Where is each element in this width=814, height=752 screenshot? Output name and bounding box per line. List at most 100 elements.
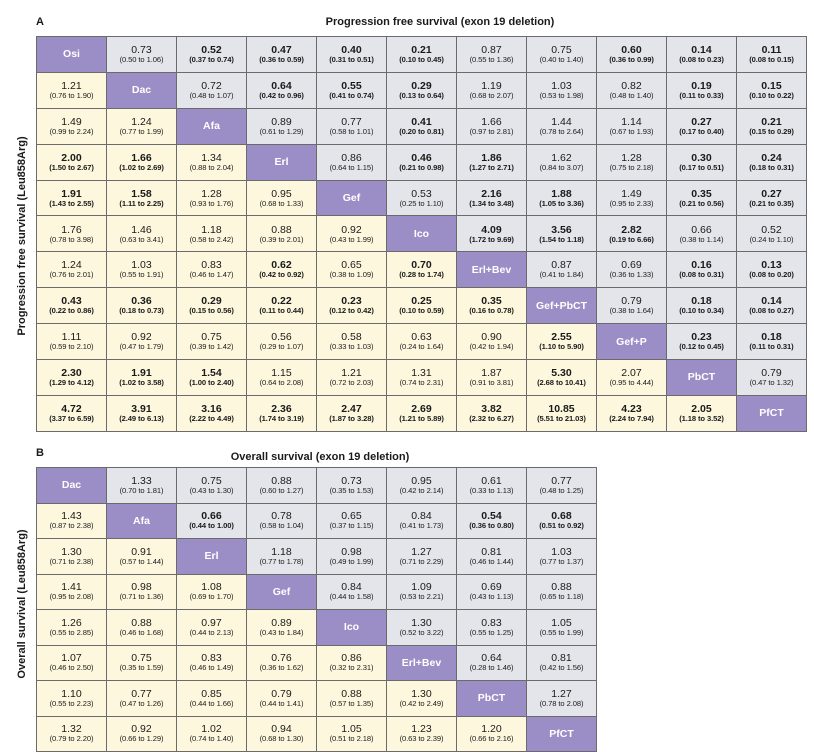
confidence-interval: (0.55 to 1.25) [469, 627, 514, 637]
hazard-ratio: 0.98 [131, 581, 152, 594]
comparison-cell: 0.82 (0.48 to 1.40) [597, 72, 666, 108]
hazard-ratio: 1.66 [131, 151, 152, 164]
comparison-cell: 5.30 (2.68 to 10.41) [527, 360, 596, 395]
confidence-interval: (0.13 to 0.64) [399, 91, 444, 100]
confidence-interval: (3.37 to 6.59) [49, 414, 94, 424]
hazard-ratio: 1.91 [131, 367, 152, 380]
confidence-interval: (0.74 to 1.40) [189, 734, 234, 744]
hazard-ratio: 1.07 [61, 652, 82, 665]
confidence-interval: (0.10 to 0.45) [399, 55, 444, 65]
hazard-ratio: 0.14 [691, 44, 712, 57]
confidence-interval: (0.51 to 0.92) [539, 521, 584, 531]
confidence-interval: (0.41 to 1.84) [539, 270, 584, 280]
confidence-interval: (0.35 to 1.59) [119, 663, 164, 673]
treatment-label: Dac [107, 72, 176, 108]
confidence-interval: (0.22 to 0.86) [49, 306, 94, 316]
confidence-interval: (0.24 to 1.64) [399, 342, 444, 352]
hazard-ratio: 1.24 [131, 115, 152, 128]
comparison-cell: 0.25 (0.10 to 0.59) [387, 288, 456, 324]
hazard-ratio: 1.58 [131, 187, 152, 200]
comparison-cell: 0.23 (0.12 to 0.42) [317, 288, 386, 324]
confidence-interval: (0.48 to 1.40) [609, 91, 654, 100]
hazard-ratio: 1.54 [201, 367, 222, 380]
hazard-ratio: 1.08 [201, 581, 222, 594]
comparison-cell: 0.18 (0.11 to 0.31) [737, 324, 806, 360]
treatment-label: Erl [177, 539, 246, 574]
hazard-ratio: 1.21 [341, 367, 362, 380]
hazard-ratio: 0.81 [481, 545, 502, 558]
comparison-cell: 0.54 (0.36 to 0.80) [457, 503, 526, 538]
confidence-interval: (1.74 to 3.19) [259, 414, 304, 424]
hazard-ratio: 1.30 [411, 616, 432, 629]
comparison-cell: 0.76 (0.36 to 1.62) [247, 645, 316, 680]
comparison-cell: 2.36 (1.74 to 3.19) [247, 395, 316, 431]
hazard-ratio: 3.82 [481, 402, 502, 415]
hazard-ratio: 0.68 [551, 510, 572, 523]
confidence-interval: (0.38 to 1.14) [679, 234, 724, 244]
hazard-ratio: 0.46 [411, 151, 432, 164]
comparison-cell: 10.85 (5.51 to 21.03) [527, 395, 596, 431]
confidence-interval: (0.63 to 2.39) [399, 734, 444, 744]
comparison-cell: 1.15 (0.64 to 2.08) [247, 360, 316, 395]
hazard-ratio: 0.16 [691, 259, 712, 272]
hazard-ratio: 0.77 [131, 687, 152, 700]
comparison-cell: 1.11 (0.59 to 2.10) [37, 324, 106, 360]
comparison-cell: 0.86 (0.64 to 1.15) [317, 144, 386, 180]
confidence-interval: (0.46 to 1.68) [119, 627, 164, 637]
comparison-cell: 2.16 (1.34 to 3.48) [457, 180, 526, 216]
hazard-ratio: 0.65 [341, 510, 362, 523]
comparison-cell: 0.92 (0.66 to 1.29) [107, 716, 176, 751]
confidence-interval: (1.02 to 2.69) [119, 162, 164, 172]
hazard-ratio: 0.47 [271, 44, 292, 57]
hazard-ratio: 1.03 [551, 545, 572, 558]
hazard-ratio: 0.24 [761, 151, 782, 164]
confidence-interval: (0.68 to 1.33) [259, 198, 304, 208]
comparison-cell: 0.75 (0.35 to 1.59) [107, 645, 176, 680]
treatment-label: Ico [387, 216, 456, 252]
hazard-ratio: 0.94 [271, 723, 292, 736]
comparison-cell: 0.19 (0.11 to 0.33) [667, 72, 736, 108]
confidence-interval: (1.34 to 3.48) [469, 198, 514, 208]
comparison-cell: 0.88 (0.60 to 1.27) [247, 468, 316, 503]
confidence-interval: (0.28 to 1.46) [469, 663, 514, 673]
comparison-cell: 0.16 (0.08 to 0.31) [667, 252, 736, 288]
comparison-cell: 0.73 (0.35 to 1.53) [317, 468, 386, 503]
confidence-interval: (0.42 to 2.49) [399, 698, 444, 708]
confidence-interval: (0.47 to 1.32) [749, 378, 794, 388]
treatment-label: PfCT [527, 716, 596, 751]
comparison-cell: 0.14 (0.08 to 0.27) [737, 288, 806, 324]
hazard-ratio: 0.62 [271, 259, 292, 272]
comparison-cell: 0.81 (0.46 to 1.44) [457, 539, 526, 574]
hazard-ratio: 1.44 [551, 115, 572, 128]
treatment-label: Afa [177, 108, 246, 144]
comparison-cell: 1.32 (0.79 to 2.20) [37, 716, 106, 751]
panel-b-league-table: Dac 1.33 (0.70 to 1.81) 0.75 (0.43 to 1.30) 0… [36, 467, 597, 752]
hazard-ratio: 0.65 [341, 259, 362, 272]
comparison-cell: 1.02 (0.74 to 1.40) [177, 716, 246, 751]
confidence-interval: (0.15 to 0.29) [749, 126, 794, 136]
hazard-ratio: 1.03 [131, 259, 152, 272]
confidence-interval: (0.31 to 0.51) [329, 55, 374, 65]
confidence-interval: (0.08 to 0.31) [679, 270, 724, 280]
comparison-cell: 1.21 (0.72 to 2.03) [317, 360, 386, 395]
comparison-cell: 1.30 (0.71 to 2.38) [37, 539, 106, 574]
hazard-ratio: 1.62 [551, 151, 572, 164]
hazard-ratio: 1.10 [61, 687, 82, 700]
confidence-interval: (0.69 to 1.70) [189, 592, 234, 602]
confidence-interval: (5.51 to 21.03) [537, 414, 586, 424]
comparison-cell: 0.87 (0.55 to 1.36) [457, 37, 526, 72]
confidence-interval: (0.18 to 0.73) [119, 306, 164, 316]
hazard-ratio: 1.30 [411, 687, 432, 700]
comparison-cell: 2.07 (0.95 to 4.44) [597, 360, 666, 395]
comparison-cell: 0.27 (0.21 to 0.35) [737, 180, 806, 216]
confidence-interval: (0.21 to 0.56) [679, 198, 724, 208]
hazard-ratio: 0.83 [201, 259, 222, 272]
comparison-cell: 0.56 (0.29 to 1.07) [247, 324, 316, 360]
comparison-cell: 0.69 (0.43 to 1.13) [457, 574, 526, 609]
hazard-ratio: 0.82 [621, 79, 642, 92]
hazard-ratio: 0.73 [131, 44, 152, 57]
hazard-ratio: 0.21 [761, 115, 782, 128]
confidence-interval: (0.78 to 2.64) [539, 126, 584, 136]
confidence-interval: (0.75 to 2.18) [609, 162, 654, 172]
treatment-label: Dac [37, 468, 106, 503]
